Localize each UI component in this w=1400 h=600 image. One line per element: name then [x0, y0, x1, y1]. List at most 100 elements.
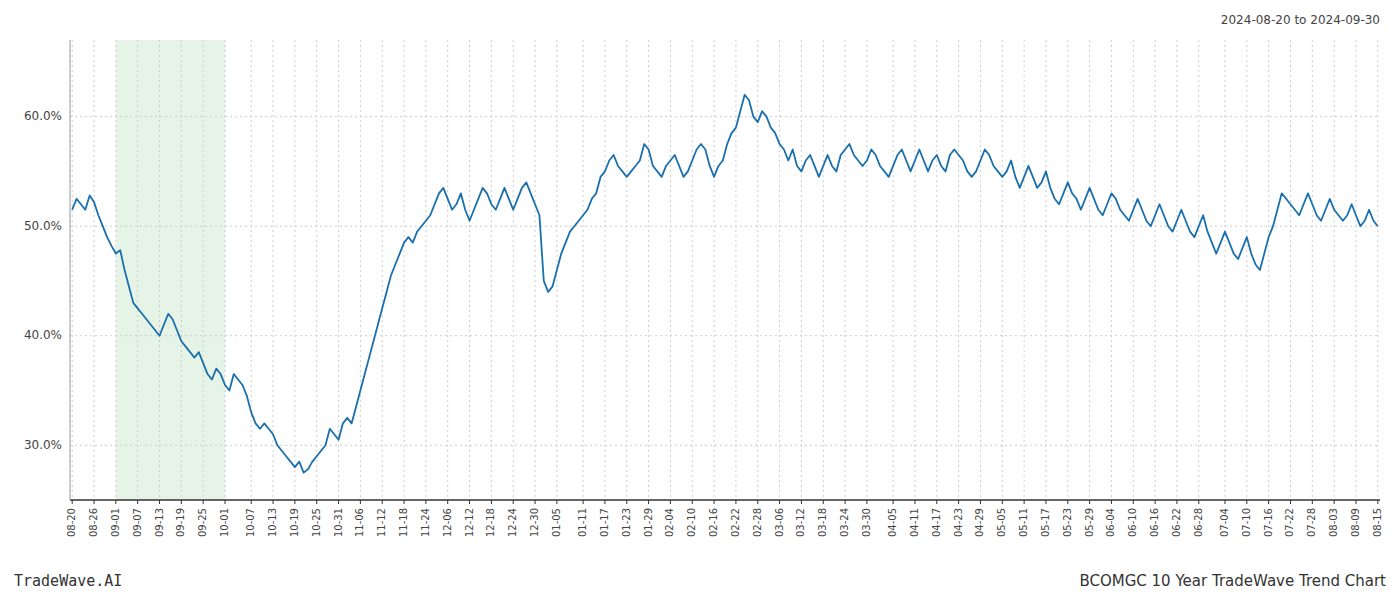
x-grid-line [779, 40, 780, 500]
x-tick-label: 09-01 [110, 508, 121, 537]
x-tick-label: 01-29 [643, 508, 654, 537]
x-tick-label: 10-25 [311, 508, 322, 537]
x-grid-line [583, 40, 584, 500]
x-grid-line [316, 40, 317, 500]
x-tick-label: 03-18 [817, 508, 828, 537]
x-grid-line [338, 40, 339, 500]
x-tick-label: 04-11 [909, 508, 920, 537]
x-grid-line [513, 40, 514, 500]
x-grid-line [1111, 40, 1112, 500]
x-tick-label: 10-31 [333, 508, 344, 537]
x-grid-line [801, 40, 802, 500]
x-tick-label: 05-17 [1040, 508, 1051, 537]
x-tick-label: 05-11 [1018, 508, 1029, 537]
x-tick-label: 04-29 [974, 508, 985, 537]
x-grid-line [1067, 40, 1068, 500]
x-tick-label: 03-12 [795, 508, 806, 537]
y-grid-line [70, 445, 1380, 446]
x-grid-line [273, 40, 274, 500]
x-tick-label: 07-22 [1284, 508, 1295, 537]
x-tick-label: 05-05 [996, 508, 1007, 537]
x-grid-line [604, 40, 605, 500]
plot-area [72, 95, 1378, 473]
x-grid-line [137, 40, 138, 500]
x-tick-label: 08-09 [1350, 508, 1361, 537]
annotation: TradeWave.AI [14, 572, 122, 590]
x-grid-line [94, 40, 95, 500]
x-grid-line [980, 40, 981, 500]
x-grid-line [823, 40, 824, 500]
x-tick-label: 09-25 [197, 508, 208, 537]
x-grid-line [425, 40, 426, 500]
x-grid-line [251, 40, 252, 500]
x-grid-line [1268, 40, 1269, 500]
x-tick-label: 04-17 [931, 508, 942, 537]
x-tick-label: 10-13 [267, 508, 278, 537]
x-tick-label: 09-07 [132, 508, 143, 537]
x-tick-label: 11-06 [354, 508, 365, 537]
x-grid-line [72, 40, 73, 500]
x-grid-line [1133, 40, 1134, 500]
x-tick-label: 05-23 [1062, 508, 1073, 537]
x-tick-label: 06-28 [1193, 508, 1204, 537]
x-grid-line [1290, 40, 1291, 500]
x-tick-label: 11-18 [398, 508, 409, 537]
x-grid-line [692, 40, 693, 500]
x-grid-line [360, 40, 361, 500]
y-tick-label: 60.0% [24, 109, 62, 123]
x-tick-label: 12-12 [464, 508, 475, 537]
x-tick-label: 01-23 [621, 508, 632, 537]
x-tick-label: 10-01 [219, 508, 230, 537]
series-line [72, 95, 1378, 473]
x-tick-label: 11-24 [420, 508, 431, 537]
x-tick-label: 07-28 [1306, 508, 1317, 537]
x-tick-label: 02-28 [752, 508, 763, 537]
x-tick-label: 03-06 [774, 508, 785, 537]
x-grid-line [203, 40, 204, 500]
x-tick-label: 06-16 [1149, 508, 1160, 537]
x-grid-line [914, 40, 915, 500]
x-grid-line [1045, 40, 1046, 500]
x-tick-label: 10-19 [289, 508, 300, 537]
x-tick-label: 08-26 [88, 508, 99, 537]
x-tick-label: 12-24 [507, 508, 518, 537]
x-grid-line [893, 40, 894, 500]
x-grid-line [159, 40, 160, 500]
x-tick-label: 09-13 [154, 508, 165, 537]
x-grid-line [1246, 40, 1247, 500]
x-grid-line [1176, 40, 1177, 500]
x-tick-label: 06-22 [1171, 508, 1182, 537]
x-grid-line [936, 40, 937, 500]
x-grid-line [535, 40, 536, 500]
x-grid-line [1155, 40, 1156, 500]
x-tick-label: 02-22 [730, 508, 741, 537]
x-grid-line [958, 40, 959, 500]
x-grid-line [1002, 40, 1003, 500]
y-tick-label: 50.0% [24, 219, 62, 233]
x-grid-line [1312, 40, 1313, 500]
x-grid-line [225, 40, 226, 500]
x-grid-line [735, 40, 736, 500]
x-tick-label: 08-20 [66, 508, 77, 537]
chart: 30.0%40.0%50.0%60.0%08-2008-2609-0109-07… [0, 0, 1400, 600]
x-grid-line [866, 40, 867, 500]
x-tick-label: 08-03 [1328, 508, 1339, 537]
x-grid-line [1024, 40, 1025, 500]
x-tick-label: 02-10 [686, 508, 697, 537]
x-tick-label: 07-16 [1263, 508, 1274, 537]
x-grid-line [181, 40, 182, 500]
x-axis-line [70, 499, 1380, 501]
x-grid-line [670, 40, 671, 500]
x-tick-label: 06-10 [1127, 508, 1138, 537]
x-grid-line [626, 40, 627, 500]
x-tick-label: 02-16 [708, 508, 719, 537]
x-tick-label: 10-07 [245, 508, 256, 537]
y-tick-label: 40.0% [24, 328, 62, 342]
x-tick-label: 02-04 [664, 508, 675, 537]
x-tick-label: 01-11 [577, 508, 588, 537]
x-tick-label: 03-30 [861, 508, 872, 537]
y-grid-line [70, 335, 1380, 336]
x-tick-label: 05-29 [1084, 508, 1095, 537]
y-grid-line [70, 226, 1380, 227]
x-grid-line [404, 40, 405, 500]
